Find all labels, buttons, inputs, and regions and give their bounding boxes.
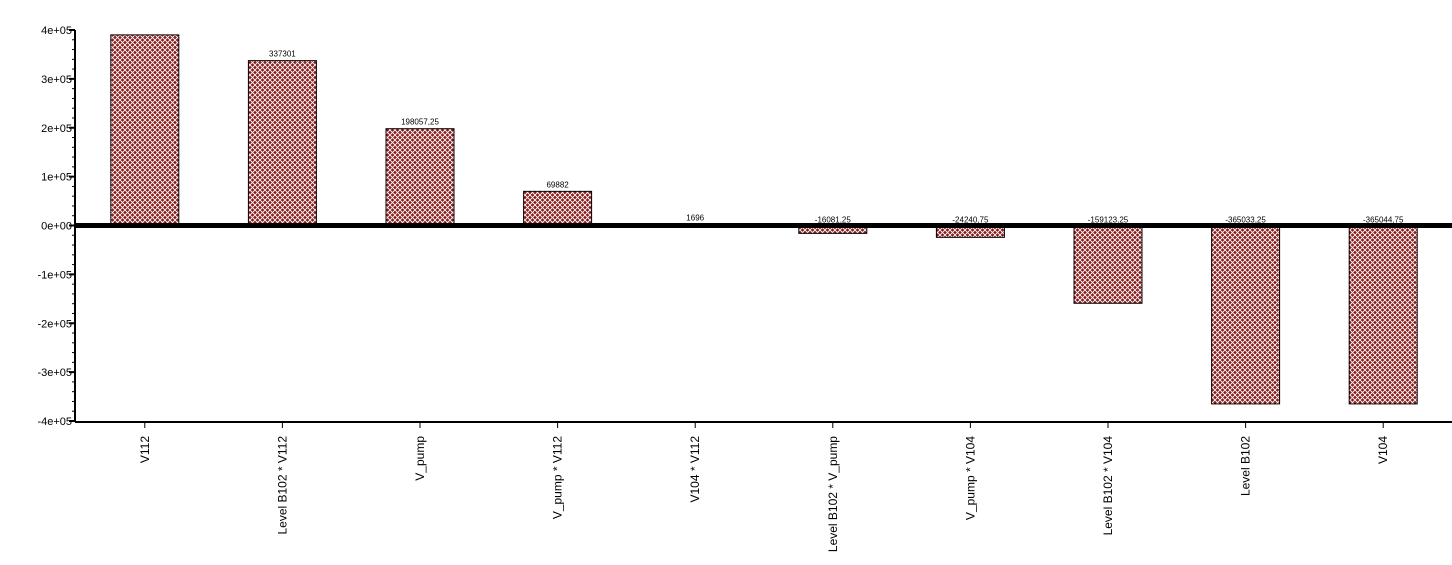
bar <box>110 34 180 227</box>
bar <box>247 60 317 226</box>
data-label: 1696 <box>686 214 704 223</box>
x-tick-label: Level B102 * V104 <box>1101 436 1115 536</box>
data-label: 69882 <box>546 180 569 189</box>
x-tick-label: V_pump * V104 <box>963 436 977 520</box>
bar <box>523 190 593 226</box>
x-tick-label: Level B102 * V112 <box>275 436 289 535</box>
x-tick-label: Level B102 <box>1239 436 1253 496</box>
y-tick-label: 0e+00 <box>41 221 72 233</box>
y-tick-label: -3e+05 <box>37 367 72 379</box>
y-tick-label: -2e+05 <box>37 318 72 330</box>
data-label: -16081,25 <box>815 216 852 225</box>
x-tick-label: V_pump * V112 <box>551 436 565 519</box>
data-label: 198057,25 <box>401 118 439 127</box>
x-axis: V112 Level B102 * V112 V_pump V_pump * V112… <box>75 421 1452 552</box>
y-tick-label: 2e+05 <box>41 123 72 135</box>
bars: 337301 198057,25 69882 1696 -16081,25 -24240,… <box>110 34 1418 405</box>
data-label: 337301 <box>269 50 296 59</box>
x-tick-label: V112 <box>138 436 152 463</box>
y-tick-label: 3e+05 <box>41 74 72 86</box>
y-tick-label: -4e+05 <box>37 416 72 428</box>
bar <box>385 128 455 227</box>
y-axis: 4e+05 3e+05 2e+05 1e+05 0e+00 -1e+05 -2e+05 -3e… <box>37 25 76 428</box>
data-label: -365033,25 <box>1225 216 1266 225</box>
bar <box>1348 225 1418 405</box>
data-label: -365044,75 <box>1363 216 1404 225</box>
y-tick-label: 4e+05 <box>41 25 72 37</box>
bar <box>1073 225 1143 304</box>
x-tick-label: V_pump <box>413 436 427 481</box>
y-tick-label: -1e+05 <box>37 269 72 281</box>
y-tick-label: 1e+05 <box>41 172 72 184</box>
x-tick-label: Level B102 * V_pump <box>826 436 840 552</box>
data-label: -24240,75 <box>952 216 989 225</box>
bar <box>1211 225 1281 405</box>
x-tick-label: V104 <box>1376 436 1390 464</box>
x-tick-label: V104 * V112 <box>688 436 702 503</box>
data-label: -159123,25 <box>1088 216 1129 225</box>
